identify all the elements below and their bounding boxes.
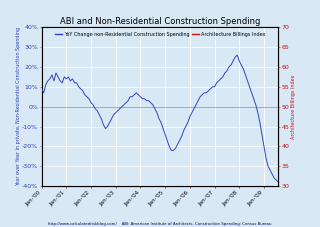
- Y-axis label: Year over Year in private, Non-Residential Construction Spending: Year over Year in private, Non-Residenti…: [16, 27, 20, 186]
- Title: ABI and Non-Residential Construction Spending: ABI and Non-Residential Construction Spe…: [60, 17, 260, 27]
- Legend: YoY Change non-Residential Construction Spending, Architecture Billings Index: YoY Change non-Residential Construction …: [53, 30, 267, 39]
- Y-axis label: Architecture Billings Index: Architecture Billings Index: [291, 74, 296, 139]
- Text: http://www.calculatedriskblog.com/    ABI: American Institute of Architects, Con: http://www.calculatedriskblog.com/ ABI: …: [48, 222, 272, 226]
